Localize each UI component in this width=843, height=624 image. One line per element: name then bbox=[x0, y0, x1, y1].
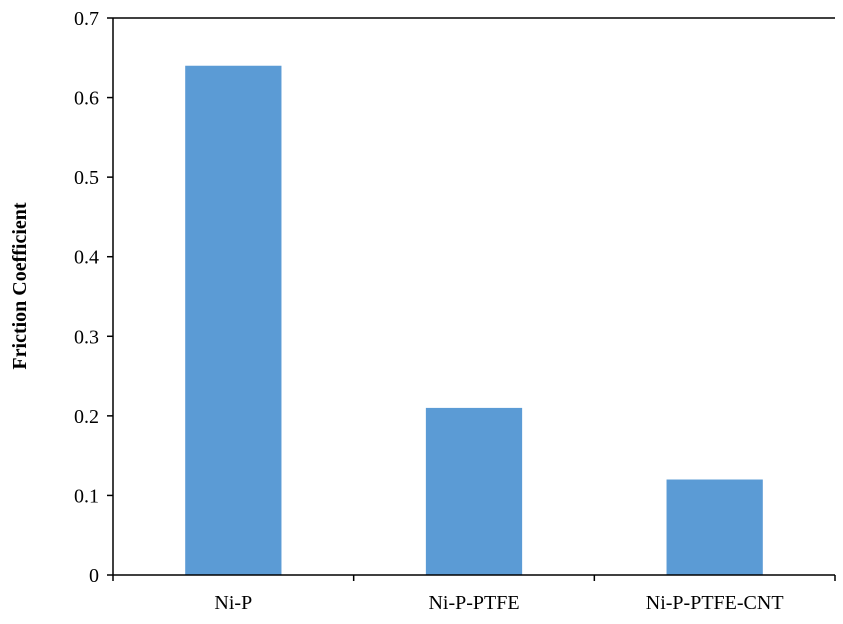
bar-ni-p-ptfe bbox=[425, 407, 523, 575]
y-axis-title: Friction Coefficient bbox=[9, 202, 31, 369]
y-tick-label: 0.6 bbox=[74, 88, 99, 110]
x-ticks-layer: Ni-P Ni-P-PTFE Ni-P-PTFE-CNT bbox=[112, 575, 836, 614]
x-category-label: Ni-P bbox=[214, 592, 252, 614]
y-tick-label: 0 bbox=[89, 565, 99, 587]
y-tick-label: 0.2 bbox=[74, 406, 99, 428]
bar-ni-p bbox=[185, 65, 282, 575]
axes-layer bbox=[112, 17, 835, 576]
y-tick-label: 0.4 bbox=[74, 247, 99, 269]
y-tick-label: 0.5 bbox=[74, 167, 99, 189]
y-tick-label: 0.7 bbox=[74, 8, 99, 30]
y-tick-label: 0.3 bbox=[74, 326, 99, 348]
bars-layer bbox=[185, 65, 763, 575]
y-ticks-layer: 0 0.1 0.2 0.3 0.4 0.5 0.6 0.7 bbox=[74, 8, 113, 587]
y-tick-label: 0.1 bbox=[74, 485, 99, 507]
bar-ni-p-ptfe-cnt bbox=[666, 479, 763, 575]
x-category-label: Ni-P-PTFE bbox=[428, 592, 519, 614]
x-category-label: Ni-P-PTFE-CNT bbox=[646, 592, 784, 614]
